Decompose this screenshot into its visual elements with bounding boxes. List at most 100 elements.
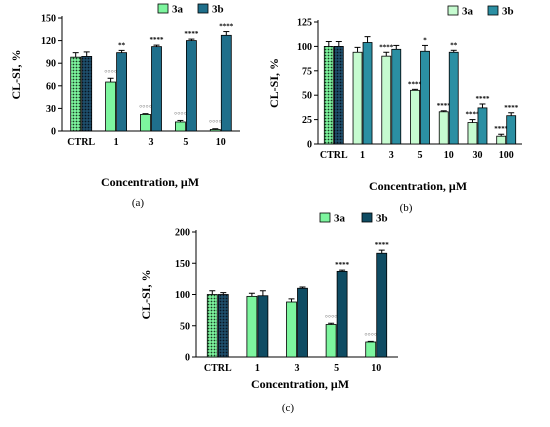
x-axis-label: Concentration, μM xyxy=(251,377,349,391)
bar-3a-5 xyxy=(325,324,337,358)
bar-3a-5 xyxy=(175,121,186,132)
y-axis-label: CL-SI, % xyxy=(267,58,281,108)
significance-label: **** xyxy=(437,102,452,110)
significance-label: **** xyxy=(408,80,423,88)
bar-3b-10 xyxy=(448,51,459,145)
bar-3a-1 xyxy=(246,295,258,358)
legend-swatch-3b xyxy=(487,5,499,16)
panel-label-b: (b) xyxy=(400,202,413,214)
x-tick-label: 5 xyxy=(418,150,423,161)
x-tick-label: 10 xyxy=(371,363,381,374)
bar-3b-5 xyxy=(420,50,430,145)
significance-label: ** xyxy=(118,41,126,49)
chart-panel-a: 0 30 60 90 120 150 CL-SI, % CTRL °°°° ** 1 °°°° ****… xyxy=(9,3,240,209)
bar-3b-3 xyxy=(151,46,162,132)
significance-label: °°°° xyxy=(139,104,152,113)
significance-label: °°°° xyxy=(325,313,338,322)
legend-label-3b: 3b xyxy=(376,213,388,225)
y-axis-label: CL-SI, % xyxy=(139,269,153,319)
y-tick-label: 75 xyxy=(302,66,312,77)
bar-3b-1 xyxy=(362,42,373,145)
bar-3b-30 xyxy=(477,107,488,145)
significance-label: **** xyxy=(219,23,234,31)
bar-3a-1 xyxy=(352,51,363,145)
significance-label: ** xyxy=(450,41,458,49)
x-tick-label: 3 xyxy=(149,137,154,148)
bar-3a-CTRL xyxy=(323,46,334,145)
y-tick-label: 150 xyxy=(41,14,56,25)
x-tick-label: CTRL xyxy=(67,137,95,148)
bar-3a-1 xyxy=(105,81,116,132)
legend-swatch-3a xyxy=(447,5,459,16)
y-tick-label: 50 xyxy=(180,321,190,332)
significance-label: **** xyxy=(184,30,199,38)
y-tick-label: 200 xyxy=(175,228,190,239)
bar-3a-CTRL xyxy=(206,294,218,358)
y-tick-label: 0 xyxy=(307,140,312,151)
y-tick-label: 90 xyxy=(46,59,56,70)
significance-label: **** xyxy=(335,261,350,269)
y-tick-label: 25 xyxy=(302,115,312,126)
legend-label-3a: 3a xyxy=(334,213,346,225)
bar-3b-100 xyxy=(506,115,517,145)
legend-swatch-3b xyxy=(361,212,373,223)
bar-3a-10 xyxy=(365,341,377,358)
y-tick-label: 50 xyxy=(302,91,312,102)
x-tick-label: 3 xyxy=(295,363,300,374)
significance-label: * xyxy=(423,36,427,44)
x-tick-label: 30 xyxy=(472,150,482,161)
bar-3a-5 xyxy=(410,89,420,145)
bar-3a-10 xyxy=(209,129,221,132)
x-tick-label: 1 xyxy=(255,363,260,374)
bar-3a-30 xyxy=(467,122,478,145)
bar-3a-10 xyxy=(438,111,449,145)
bar-3b-CTRL xyxy=(217,294,229,358)
bar-3a-3 xyxy=(286,301,297,358)
bar-3a-CTRL xyxy=(70,56,82,132)
significance-label: °°°° xyxy=(104,68,117,77)
significance-label: **** xyxy=(379,43,394,51)
x-tick-label: 10 xyxy=(444,150,454,161)
x-axis-label: Concentration, μM xyxy=(101,175,199,189)
x-tick-label: 100 xyxy=(499,150,514,161)
y-tick-label: 100 xyxy=(175,290,190,301)
chart-panel-c: 0 50 100 150 200 CL-SI, % CTRL 1 3 °°°° **** 5 °°°° *… xyxy=(139,212,398,414)
x-tick-label: 1 xyxy=(360,150,365,161)
y-tick-label: 0 xyxy=(185,353,190,364)
bar-3a-3 xyxy=(381,55,392,145)
legend-label-3b: 3b xyxy=(212,4,224,16)
legend-label-3a: 3a xyxy=(172,4,184,16)
bar-3b-1 xyxy=(116,52,127,132)
y-tick-label: 125 xyxy=(297,18,312,29)
y-tick-label: 120 xyxy=(41,36,56,47)
significance-label: **** xyxy=(375,241,390,249)
legend-label-3a: 3a xyxy=(462,6,474,18)
legend-swatch-3a xyxy=(319,212,331,223)
x-tick-label: CTRL xyxy=(320,150,348,161)
bar-3b-3 xyxy=(391,48,402,145)
bar-3b-1 xyxy=(257,295,269,358)
bar-3a-3 xyxy=(140,114,151,132)
y-tick-label: 100 xyxy=(297,42,312,53)
y-tick-label: 0 xyxy=(51,127,56,138)
significance-label: **** xyxy=(475,95,490,103)
significance-label: **** xyxy=(494,125,509,133)
y-tick-label: 30 xyxy=(46,104,56,115)
y-axis-label: CL-SI, % xyxy=(9,49,23,99)
x-tick-label: CTRL xyxy=(204,363,232,374)
y-tick-label: 60 xyxy=(46,81,56,92)
y-tick-label: 150 xyxy=(175,259,190,270)
bar-3b-5 xyxy=(186,40,197,132)
panel-label-a: (a) xyxy=(132,197,145,209)
significance-label: °°°° xyxy=(174,110,187,119)
significance-label: **** xyxy=(504,104,519,112)
significance-label: **** xyxy=(150,36,165,44)
legend-swatch-3b xyxy=(197,3,209,14)
x-axis-label: Concentration, μM xyxy=(369,179,467,193)
x-tick-label: 3 xyxy=(389,150,394,161)
significance-label: **** xyxy=(465,111,480,119)
significance-label: °°°° xyxy=(209,119,222,128)
x-tick-label: 10 xyxy=(216,137,226,148)
